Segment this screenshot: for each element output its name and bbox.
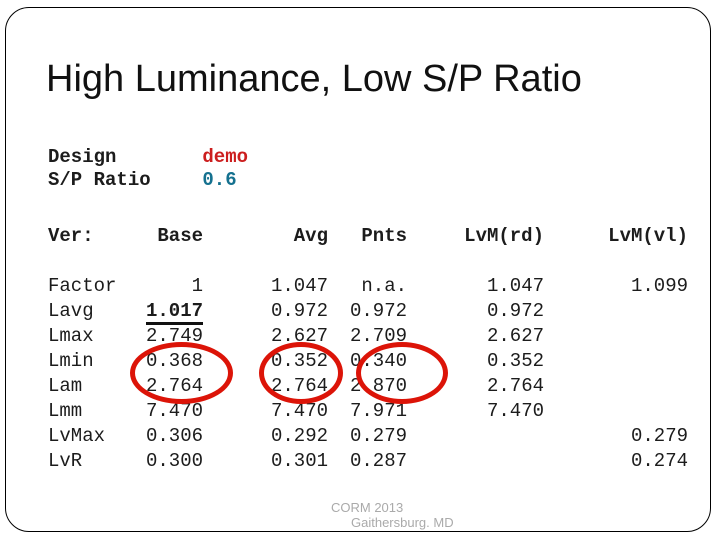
- footer-location: Gaithersburg. MD: [351, 515, 454, 530]
- cell-lvm-vl: [544, 374, 688, 399]
- cell-avg: 1.047: [270, 275, 328, 297]
- sp-ratio-row: S/P Ratio 0.6: [48, 169, 248, 192]
- col-header-lvm-vl: LvM(vl): [608, 225, 688, 247]
- cell-lvm-rd: [407, 449, 544, 474]
- cell-lvm-rd: 1.047: [486, 275, 544, 297]
- row-label: Lmm: [48, 400, 83, 422]
- cell-avg: 0.301: [270, 450, 328, 472]
- table-header-row: Ver: Base Avg Pnts LvM(rd) LvM(vl): [48, 224, 688, 249]
- design-label: Design: [48, 146, 117, 168]
- luminance-table: Ver: Base Avg Pnts LvM(rd) LvM(vl) Facto…: [48, 224, 688, 474]
- cell-lvm-vl: [544, 324, 688, 349]
- cell-pnts: 0.279: [349, 425, 407, 447]
- cell-base: 0.300: [145, 450, 203, 472]
- row-label: LvMax: [48, 425, 106, 447]
- table-row-lvmax: LvMax 0.306 0.292 0.279 0.279: [48, 424, 688, 449]
- sp-ratio-value: 0.6: [202, 169, 237, 191]
- cell-lvm-vl: [544, 299, 688, 324]
- col-header-lvm-rd: LvM(rd): [464, 225, 544, 247]
- col-header-base: Base: [157, 225, 203, 247]
- cell-lvm-rd: 0.352: [486, 350, 544, 372]
- cell-lvm-vl: 0.274: [630, 450, 688, 472]
- design-info-block: Design demo S/P Ratio 0.6: [48, 146, 248, 192]
- col-header-avg: Avg: [293, 225, 328, 247]
- cell-lvm-vl: [544, 349, 688, 374]
- circle-annotation-avg-lmin: [259, 342, 343, 404]
- cell-pnts: 7.971: [349, 400, 407, 422]
- cell-avg: 0.292: [270, 425, 328, 447]
- cell-pnts: n.a.: [361, 275, 407, 297]
- row-label: Lam: [48, 375, 83, 397]
- cell-base: 1.017: [128, 299, 203, 325]
- circle-annotation-base-lmin: [130, 342, 233, 404]
- row-label: Lavg: [48, 300, 94, 322]
- row-label: Factor: [48, 275, 117, 297]
- cell-base: 1: [191, 275, 203, 297]
- cell-lvm-rd: 7.470: [486, 400, 544, 422]
- cell-lvm-rd: 2.764: [486, 375, 544, 397]
- cell-base: 0.306: [145, 425, 203, 447]
- row-label: Lmin: [48, 350, 94, 372]
- footer-conference: CORM 2013: [331, 500, 404, 515]
- design-row: Design demo: [48, 146, 248, 169]
- cell-lvm-rd: 0.972: [486, 300, 544, 322]
- cell-lvm-vl: 0.279: [630, 425, 688, 447]
- cell-avg: 7.470: [270, 400, 328, 422]
- cell-lvm-rd: [407, 424, 544, 449]
- cell-lvm-vl: [544, 399, 688, 424]
- cell-base: 7.470: [145, 400, 203, 422]
- cell-lvm-rd: 2.627: [486, 325, 544, 347]
- table-row-lmax: Lmax 2.749 2.627 2.709 2.627: [48, 324, 688, 349]
- cell-pnts: 0.972: [349, 300, 407, 322]
- underlined-value: 1.017: [145, 300, 203, 325]
- cell-lvm-vl: 1.099: [630, 275, 688, 297]
- row-label: LvR: [48, 450, 83, 472]
- table-row-factor: Factor 1 1.047 n.a. 1.047 1.099: [48, 274, 688, 299]
- design-value: demo: [202, 146, 249, 168]
- cell-avg: 2.627: [270, 325, 328, 347]
- row-label: Lmax: [48, 325, 94, 347]
- cell-pnts: 0.287: [349, 450, 407, 472]
- cell-avg: 0.972: [270, 300, 328, 322]
- col-header-ver: Ver:: [48, 225, 94, 247]
- table-row-lvr: LvR 0.300 0.301 0.287 0.274: [48, 449, 688, 474]
- table-row-lavg: Lavg 1.017 0.972 0.972 0.972: [48, 299, 688, 325]
- slide-frame: High Luminance, Low S/P Ratio Design dem…: [5, 7, 711, 532]
- cell-pnts: 2.709: [349, 325, 407, 347]
- col-header-pnts: Pnts: [361, 225, 407, 247]
- circle-annotation-pnts-lmin: [356, 342, 448, 404]
- cell-base: 2.749: [145, 325, 203, 347]
- sp-ratio-label: S/P Ratio: [48, 169, 151, 191]
- slide-title: High Luminance, Low S/P Ratio: [46, 58, 582, 100]
- table-row-lmm: Lmm 7.470 7.470 7.971 7.470: [48, 399, 688, 424]
